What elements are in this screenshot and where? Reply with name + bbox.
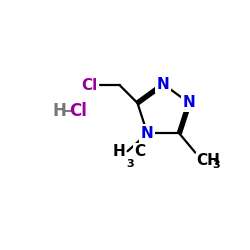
- Text: 3: 3: [126, 158, 134, 168]
- Text: H: H: [52, 102, 66, 120]
- Text: N: N: [183, 96, 196, 110]
- Text: H: H: [113, 144, 126, 159]
- Text: C: C: [134, 144, 145, 159]
- Text: CH: CH: [196, 153, 220, 168]
- Text: 3: 3: [212, 160, 220, 170]
- Text: Cl: Cl: [69, 102, 87, 120]
- Text: N: N: [157, 77, 170, 92]
- Text: N: N: [141, 126, 154, 141]
- Text: Cl: Cl: [81, 78, 98, 93]
